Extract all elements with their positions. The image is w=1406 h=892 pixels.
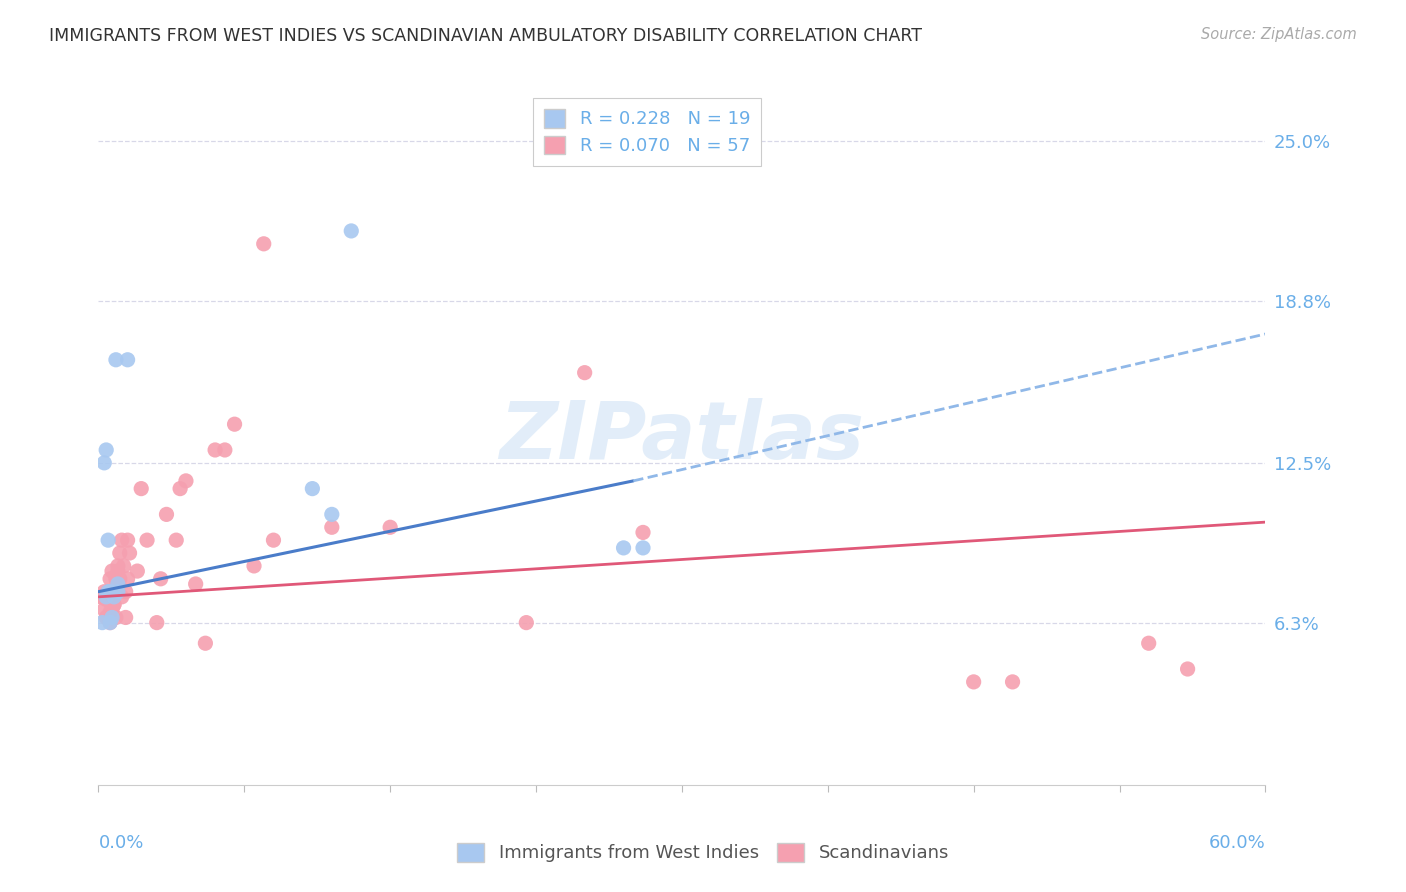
Point [243, 558, 266, 573]
Point [104, 352, 127, 367]
Text: 60.0%: 60.0% [1209, 834, 1265, 852]
Point [155, 508, 177, 522]
Point [111, 590, 134, 604]
Text: IMMIGRANTS FROM WEST INDIES VS SCANDINAVIAN AMBULATORY DISABILITY CORRELATION CH: IMMIGRANTS FROM WEST INDIES VS SCANDINAV… [49, 27, 922, 45]
Point [574, 366, 596, 380]
Point [1137, 636, 1160, 650]
Text: Source: ZipAtlas.com: Source: ZipAtlas.com [1201, 27, 1357, 42]
Legend: R = 0.228   N = 19, R = 0.070   N = 57: R = 0.228 N = 19, R = 0.070 N = 57 [533, 98, 761, 166]
Point [253, 236, 276, 251]
Point [262, 533, 284, 548]
Point [380, 520, 402, 534]
Point [107, 577, 129, 591]
Point [91, 615, 114, 630]
Point [174, 474, 197, 488]
Text: 0.0%: 0.0% [98, 834, 143, 852]
Point [1001, 674, 1024, 689]
Point [118, 546, 141, 560]
Point [204, 442, 226, 457]
Point [93, 603, 115, 617]
Point [117, 533, 139, 548]
Point [97, 584, 120, 599]
Point [98, 584, 121, 599]
Point [146, 615, 169, 630]
Point [101, 603, 124, 617]
Point [103, 590, 125, 604]
Point [149, 572, 172, 586]
Point [107, 558, 129, 573]
Point [97, 590, 120, 604]
Point [97, 592, 120, 607]
Point [97, 533, 120, 548]
Point [194, 636, 217, 650]
Point [631, 525, 654, 540]
Legend: Immigrants from West Indies, Scandinavians: Immigrants from West Indies, Scandinavia… [450, 836, 956, 870]
Point [136, 533, 159, 548]
Point [96, 610, 118, 624]
Point [515, 615, 537, 630]
Point [127, 564, 149, 578]
Point [114, 610, 136, 624]
Point [631, 541, 654, 555]
Point [108, 572, 131, 586]
Point [117, 572, 139, 586]
Point [169, 482, 191, 496]
Point [89, 590, 111, 604]
Point [1177, 662, 1199, 676]
Point [97, 584, 120, 599]
Point [98, 615, 121, 630]
Point [91, 590, 114, 604]
Point [117, 352, 139, 367]
Point [104, 610, 127, 624]
Point [96, 592, 118, 607]
Point [129, 482, 152, 496]
Point [340, 224, 363, 238]
Point [613, 541, 636, 555]
Point [96, 442, 118, 457]
Point [108, 546, 131, 560]
Point [301, 482, 323, 496]
Point [321, 508, 343, 522]
Point [93, 584, 115, 599]
Point [107, 584, 129, 599]
Point [98, 605, 121, 619]
Point [112, 558, 135, 573]
Point [962, 674, 984, 689]
Point [165, 533, 187, 548]
Point [224, 417, 246, 432]
Point [96, 590, 118, 604]
Point [107, 584, 129, 599]
Point [104, 572, 127, 586]
Point [93, 456, 115, 470]
Point [103, 598, 125, 612]
Point [103, 598, 125, 612]
Point [321, 520, 343, 534]
Point [101, 610, 124, 624]
Point [98, 572, 121, 586]
Point [98, 615, 121, 630]
Point [107, 564, 129, 578]
Point [214, 442, 236, 457]
Point [101, 564, 124, 578]
Point [111, 533, 134, 548]
Point [114, 584, 136, 599]
Text: ZIPatlas: ZIPatlas [499, 398, 865, 476]
Point [184, 577, 207, 591]
